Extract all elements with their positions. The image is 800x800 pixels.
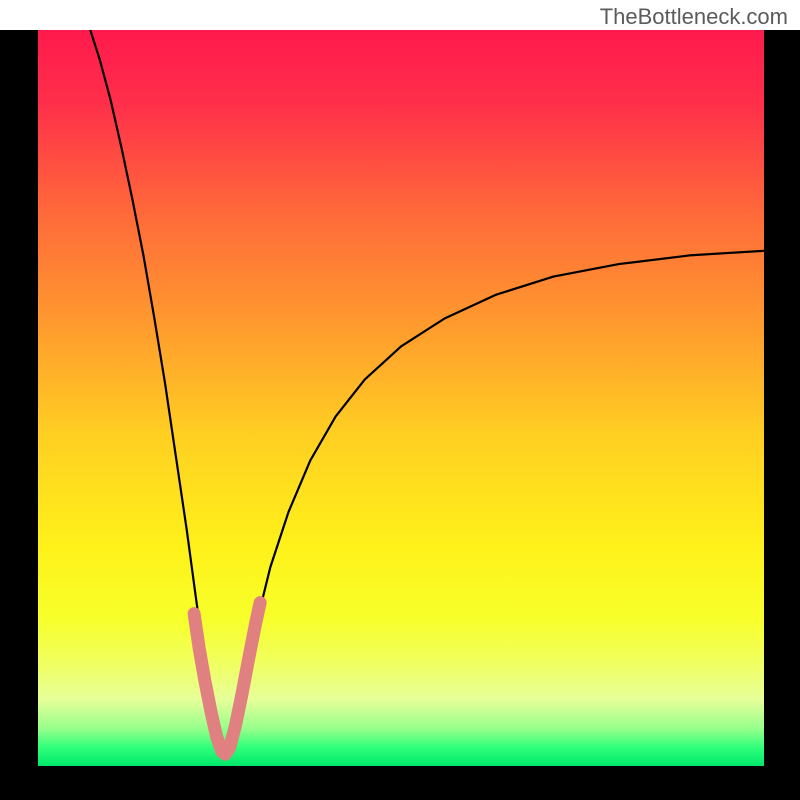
chart-container: TheBottleneck.com: [0, 0, 800, 800]
plot-gradient-background: [38, 30, 764, 766]
bottleneck-curve-chart: [0, 0, 800, 800]
